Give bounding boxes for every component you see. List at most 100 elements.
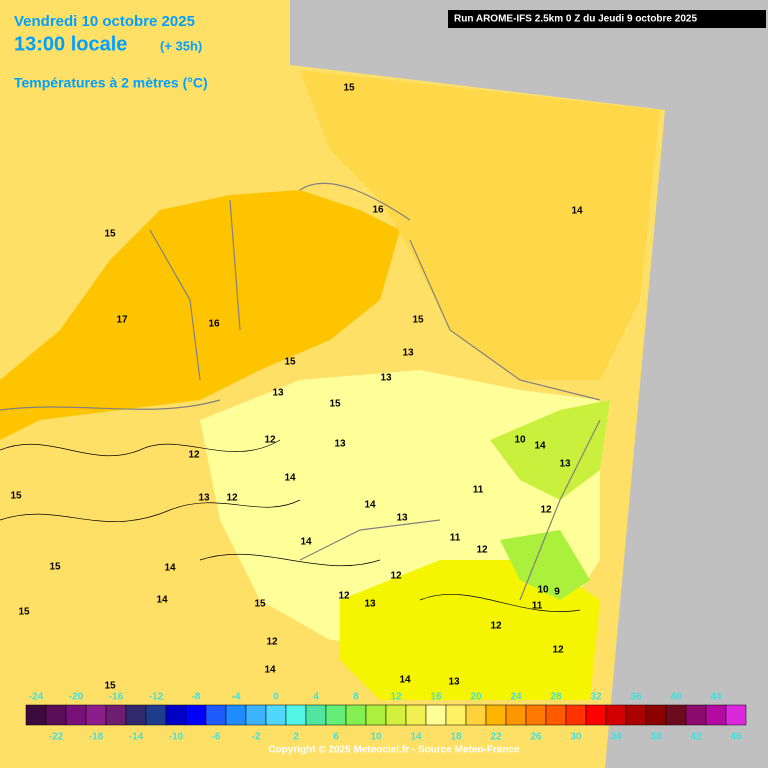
colorbar-label: 2 xyxy=(293,732,299,743)
color-swatch xyxy=(525,704,547,726)
run-box xyxy=(448,10,766,28)
contour-label: 12 xyxy=(540,505,552,516)
color-swatch xyxy=(585,704,607,726)
contour-label: 15 xyxy=(284,357,296,368)
colorbar-label: 40 xyxy=(670,692,682,703)
colorbar-label: 4 xyxy=(313,692,319,703)
color-swatch xyxy=(145,704,167,726)
contour-label: 14 xyxy=(571,206,583,217)
colorbar-label: 44 xyxy=(710,692,722,703)
contour-label: 12 xyxy=(226,493,238,504)
contour-label: 9 xyxy=(554,587,560,598)
contours xyxy=(0,439,581,612)
contour-label: 12 xyxy=(490,621,502,632)
contour-label: 12 xyxy=(188,450,200,461)
contour-label: 10 xyxy=(537,585,549,596)
color-swatch xyxy=(485,704,507,726)
contour-label: 12 xyxy=(552,645,564,656)
colorbar-label: 8 xyxy=(353,692,359,703)
contour-label: 15 xyxy=(412,315,424,326)
colorbar-label: 22 xyxy=(490,732,502,743)
contour-label: 13 xyxy=(334,439,346,450)
contour-label: 14 xyxy=(156,595,168,606)
color-swatch xyxy=(225,704,247,726)
color-swatch xyxy=(705,704,727,726)
contour-label: 13 xyxy=(448,677,460,688)
color-swatch xyxy=(25,704,47,726)
colorbar-label: -10 xyxy=(169,732,184,743)
contour-label: 13 xyxy=(272,388,284,399)
contour-label: 15 xyxy=(10,491,22,502)
warm-zone xyxy=(0,190,400,440)
color-swatch xyxy=(605,704,627,726)
colorbar-label: 32 xyxy=(590,692,602,703)
colorbar-label: -18 xyxy=(89,732,104,743)
color-swatch xyxy=(365,704,387,726)
contour-label: 11 xyxy=(450,533,461,544)
colorbar-label: 34 xyxy=(610,732,622,743)
colorbar-label: 18 xyxy=(450,732,462,743)
colder-zone xyxy=(500,530,590,600)
time: 13:00 locale xyxy=(14,33,127,55)
colder-zone xyxy=(490,400,610,500)
colorbar-label: 14 xyxy=(410,732,422,743)
color-swatch xyxy=(285,704,307,726)
date: Vendredi 10 octobre 2025 xyxy=(14,13,195,30)
color-swatch xyxy=(45,704,67,726)
contour-label: 15 xyxy=(104,681,116,692)
contour-label: 12 xyxy=(264,435,276,446)
contour-label: 14 xyxy=(264,665,276,676)
contour-label: 13 xyxy=(198,493,210,504)
color-swatch xyxy=(385,704,407,726)
contour-label: 12 xyxy=(390,571,402,582)
contour-label: 15 xyxy=(343,83,355,94)
contour-label: 15 xyxy=(254,599,266,610)
color-swatch xyxy=(105,704,127,726)
colorbar-label: -12 xyxy=(149,692,164,703)
color-swatch xyxy=(465,704,487,726)
copyright: Copyright © 2025 Meteociel.fr - Source M… xyxy=(268,745,520,756)
colorbar-label: -2 xyxy=(252,732,261,743)
color-swatch xyxy=(645,704,667,726)
contour-label: 13 xyxy=(559,459,571,470)
color-swatch xyxy=(405,704,427,726)
contour-label: 11 xyxy=(473,485,484,496)
colorbar-label: -24 xyxy=(29,692,44,703)
colorbar-label: -8 xyxy=(192,692,201,703)
parameter: Températures à 2 mètres (°C) xyxy=(14,75,208,91)
contour-label: 15 xyxy=(104,229,116,240)
contour-label: 13 xyxy=(364,599,376,610)
lead: (+ 35h) xyxy=(160,38,202,53)
color-swatch xyxy=(125,704,147,726)
contour-label: 10 xyxy=(514,435,526,446)
color-swatch xyxy=(265,704,287,726)
contour-label: 15 xyxy=(18,607,30,618)
colorbar-label: 28 xyxy=(550,692,562,703)
color-swatch xyxy=(85,704,107,726)
color-swatch xyxy=(325,704,347,726)
color-swatch xyxy=(205,704,227,726)
colorbar-label: 36 xyxy=(630,692,642,703)
color-swatch xyxy=(665,704,687,726)
color-swatch xyxy=(505,704,527,726)
contour-label: 13 xyxy=(402,348,414,359)
color-swatch xyxy=(425,704,447,726)
cold-zone xyxy=(340,560,600,700)
colorbar-label: -4 xyxy=(232,692,241,703)
color-swatch xyxy=(445,704,467,726)
colorbar-label: 10 xyxy=(370,732,382,743)
borders xyxy=(0,182,601,601)
color-swatch xyxy=(305,704,327,726)
colorbar-label: -16 xyxy=(109,692,124,703)
contour-label: 15 xyxy=(329,399,341,410)
contour-label: 17 xyxy=(116,315,128,326)
colorbar-label: 6 xyxy=(333,732,339,743)
colorbar-label: 0 xyxy=(273,692,279,703)
colorbar-label: 20 xyxy=(470,692,482,703)
contour-label: 13 xyxy=(380,373,392,384)
colorbar: -24-22-20-18-16-14-12-10-8-6-4-202468101… xyxy=(25,692,747,743)
contour-label: 16 xyxy=(208,319,220,330)
colorbar-label: -14 xyxy=(129,732,144,743)
color-swatch xyxy=(625,704,647,726)
